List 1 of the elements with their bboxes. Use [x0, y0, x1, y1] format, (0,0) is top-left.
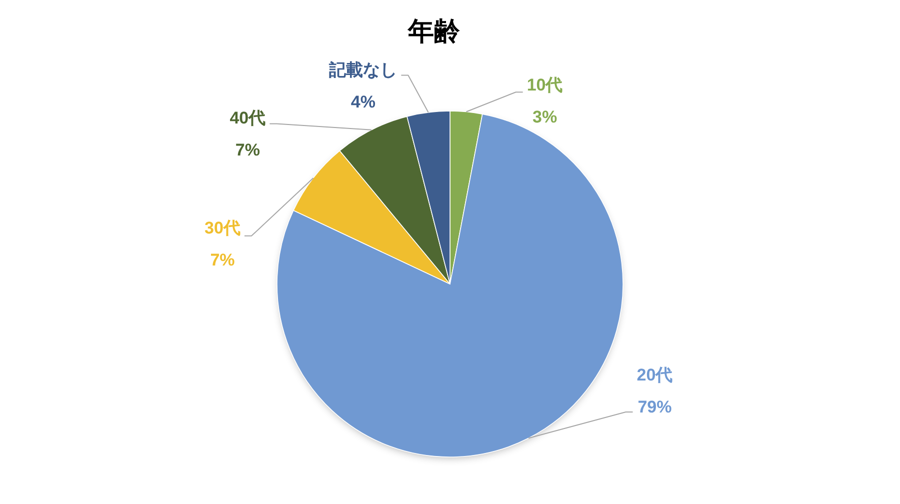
chart-title: 年齢 — [408, 16, 460, 46]
